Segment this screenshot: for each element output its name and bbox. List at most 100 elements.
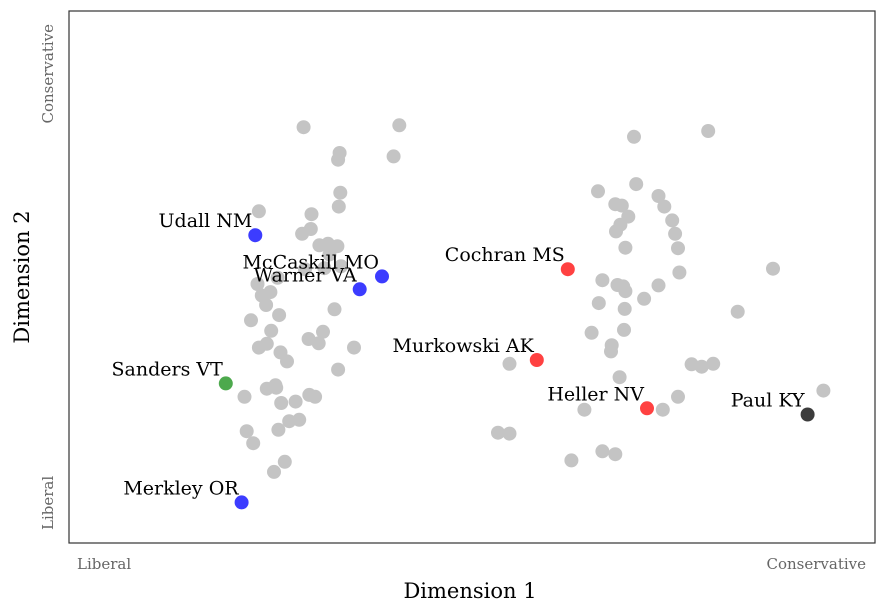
senator-point: [331, 199, 346, 214]
senator-point: [618, 284, 633, 299]
senator-point: [311, 336, 326, 351]
senator-point: [612, 370, 627, 385]
senator-point: [604, 344, 618, 359]
highlighted-point-sanders-vt: [218, 376, 233, 391]
point-label-cochran-ms: Cochran MS: [445, 244, 565, 266]
senator-point: [331, 362, 346, 377]
senator-point: [347, 340, 361, 355]
senator-point: [629, 177, 644, 192]
y-tick-label-low: Liberal: [39, 476, 57, 530]
senator-point: [277, 454, 292, 469]
senator-point: [766, 261, 780, 276]
senator-point: [334, 259, 348, 274]
senator-point: [671, 241, 685, 256]
senator-point: [288, 394, 303, 409]
point-label-murkowski-ak: Murkowski AK: [393, 335, 535, 357]
senator-point: [618, 240, 633, 255]
senator-point: [816, 383, 831, 398]
senator-point: [706, 356, 721, 371]
senator-point: [321, 236, 335, 251]
senator-point: [244, 313, 258, 328]
point-label-paul-ky: Paul KY: [731, 390, 805, 412]
senator-point: [491, 425, 505, 440]
senator-point: [274, 396, 289, 410]
senator-point: [584, 325, 599, 340]
senator-point: [392, 118, 407, 133]
senator-point: [637, 291, 652, 306]
x-tick-label-high: Conservative: [766, 555, 866, 573]
senator-point: [672, 265, 687, 280]
senator-point: [502, 356, 517, 371]
senator-point: [609, 224, 623, 239]
point-label-warner-va: Warner VA: [254, 264, 357, 286]
senator-point: [651, 189, 666, 203]
senator-point: [668, 226, 683, 241]
senator-point: [564, 453, 579, 468]
highlighted-point-murkowski-ak: [529, 353, 544, 367]
senator-point: [239, 424, 254, 439]
senator-point: [296, 120, 311, 135]
senator-point: [322, 247, 337, 262]
senator-point: [250, 277, 265, 291]
senator-point: [333, 185, 348, 200]
point-label-merkley-or: Merkley OR: [123, 477, 239, 499]
senator-point: [617, 322, 631, 337]
point-label-sanders-vt: Sanders VT: [112, 358, 224, 380]
senator-point: [270, 270, 285, 285]
senator-point: [701, 124, 716, 138]
senator-point: [595, 273, 610, 288]
senator-point: [730, 304, 745, 319]
senator-point: [259, 298, 274, 312]
senator-point: [308, 389, 323, 404]
senator-point: [267, 464, 281, 479]
senator-point: [591, 296, 606, 311]
x-axis-title: Dimension 1: [403, 579, 536, 603]
senator-point: [665, 213, 680, 228]
senator-point: [271, 422, 286, 437]
senator-point: [292, 412, 307, 427]
highlighted-point-paul-ky: [800, 407, 815, 422]
senator-point: [327, 302, 342, 317]
highlighted-point-merkley-or: [234, 495, 249, 510]
point-label-mccaskill-mo: McCaskill MO: [242, 251, 379, 273]
highlighted-point-heller-nv: [640, 401, 654, 416]
background-points: [237, 118, 831, 479]
senator-point: [316, 324, 330, 339]
y-tick-label-high: Conservative: [39, 24, 57, 124]
y-axis-title: Dimension 2: [10, 210, 34, 343]
senator-point: [332, 146, 347, 160]
senator-point: [577, 402, 592, 417]
senator-point: [251, 340, 266, 355]
x-tick-label-low: Liberal: [77, 555, 131, 573]
senator-point: [651, 278, 666, 293]
senator-point: [269, 380, 284, 395]
senator-point: [237, 389, 252, 404]
senator-point: [614, 198, 629, 213]
senator-point: [317, 261, 332, 276]
senator-point: [694, 359, 709, 374]
senator-point: [608, 447, 623, 462]
senator-point: [251, 204, 266, 219]
senator-point: [298, 262, 312, 277]
senator-point: [246, 436, 261, 451]
senator-point: [655, 402, 670, 417]
senator-point: [617, 301, 632, 316]
senator-point: [264, 323, 279, 338]
highlighted-point-warner-va: [352, 282, 367, 297]
senator-point: [591, 184, 605, 199]
senator-point: [502, 426, 517, 441]
senator-point: [273, 345, 288, 360]
senator-point: [304, 207, 319, 222]
plot-frame: [68, 10, 876, 544]
senator-point: [627, 129, 641, 144]
point-label-udall-nm: Udall NM: [159, 210, 253, 232]
senator-point: [657, 199, 672, 214]
point-label-heller-nv: Heller NV: [547, 383, 644, 405]
senator-point: [595, 444, 610, 459]
highlighted-point-cochran-ms: [560, 262, 575, 277]
senator-point: [671, 389, 685, 404]
highlighted-point-mccaskill-mo: [375, 269, 389, 284]
senator-point: [272, 308, 287, 323]
